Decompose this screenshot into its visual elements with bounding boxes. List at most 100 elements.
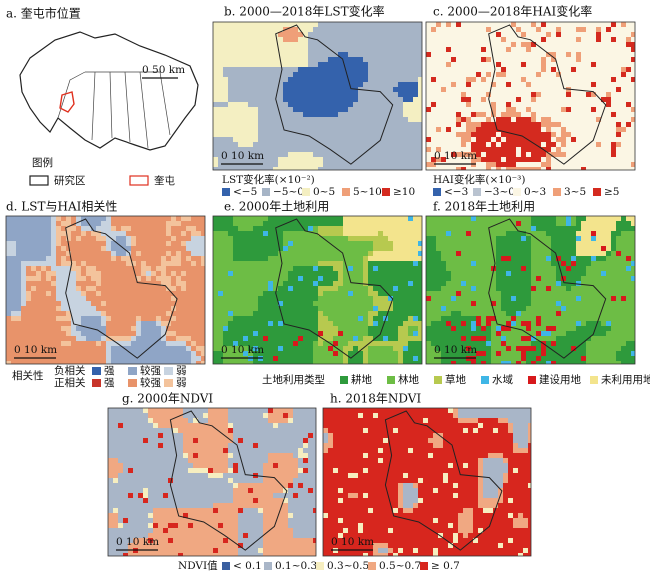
legend-label: <−3 — [444, 186, 468, 198]
scale-label: 0 50 km — [142, 64, 185, 76]
raster — [6, 216, 205, 364]
legend-swatch — [553, 188, 561, 196]
legend-row-label: 正相关 — [54, 376, 86, 389]
legend-title: HAI变化率(×10⁻³) — [433, 173, 526, 186]
legend-swatch — [473, 188, 481, 196]
raster — [6, 216, 205, 364]
legend-label: 耕地 — [351, 373, 372, 386]
panel-frame — [5, 215, 206, 365]
panel-title: a. 奎屯市位置 — [6, 6, 81, 21]
scale-label: 0 10 km — [331, 536, 374, 548]
raster — [323, 408, 531, 556]
raster — [426, 216, 635, 364]
legend-label: ≥ 0.7 — [431, 560, 460, 572]
legend-title: 图例 — [32, 156, 53, 169]
raster — [278, 27, 303, 42]
legend-swatch — [593, 188, 601, 196]
legend-swatch — [340, 376, 348, 384]
legend-swatch — [528, 376, 536, 384]
panel-title: c. 2000—2018年HAI变化率 — [433, 4, 592, 19]
study-area-outline — [275, 218, 394, 359]
legend-label: 建设用地 — [539, 373, 581, 386]
county-lines — [57, 71, 171, 149]
panel-title: e. 2000年土地利用 — [224, 200, 329, 214]
raster — [283, 52, 418, 117]
raster — [108, 408, 316, 556]
legend-label: −3~0 — [484, 186, 515, 198]
legend-label: 研究区 — [54, 174, 86, 187]
raster — [263, 331, 343, 361]
legend-label: 草地 — [445, 373, 466, 386]
study-area-outline — [169, 410, 288, 551]
legend-title: 相关性 — [12, 369, 44, 382]
panel-frame — [107, 407, 317, 557]
raster — [426, 22, 635, 170]
panel-frame — [425, 215, 636, 365]
legend-label: 较强 — [140, 364, 161, 377]
legend-swatch — [434, 376, 442, 384]
raster — [213, 22, 422, 170]
raster — [213, 216, 422, 364]
legend-label: 3~5 — [564, 186, 586, 198]
raster — [426, 216, 635, 364]
legend-swatch — [382, 188, 390, 196]
study-area-outline — [65, 218, 178, 359]
scale-label: 0 10 km — [116, 536, 159, 548]
legend-swatch — [164, 367, 173, 375]
legend-title: 土地利用类型 — [262, 373, 325, 386]
raster — [6, 216, 191, 364]
legend-swatch — [29, 175, 49, 186]
legend-swatch — [316, 562, 324, 570]
legend-swatch — [262, 188, 270, 196]
legend-label: 强 — [104, 377, 115, 389]
raster — [426, 22, 635, 170]
raster — [108, 408, 316, 556]
raster — [113, 408, 308, 553]
panel-frame — [212, 21, 423, 171]
scale-label: 0 10 km — [221, 344, 264, 356]
panel-frame — [322, 407, 532, 557]
legend-title: LST变化率(×10⁻²) — [222, 173, 315, 186]
raster — [426, 22, 635, 170]
panel-title: b. 2000—2018年LST变化率 — [224, 4, 385, 19]
legend-label: ≥5 — [604, 186, 619, 198]
panel-title: g. 2000年NDVI — [122, 392, 213, 406]
legend-label: < 0.1 — [233, 560, 262, 572]
legend-label: 0~5 — [313, 186, 335, 198]
legend-label: 弱 — [176, 365, 187, 377]
legend-label: 强 — [104, 365, 115, 377]
legend-row-label: 负相关 — [54, 364, 86, 377]
legend-swatch — [342, 188, 350, 196]
raster — [576, 216, 635, 256]
raster — [213, 216, 418, 364]
legend-swatch — [420, 562, 428, 570]
study-area-outline — [488, 24, 607, 165]
legend-label: 林地 — [398, 373, 419, 386]
raster — [318, 226, 422, 364]
legend-swatch — [129, 175, 149, 186]
legend-swatch — [128, 367, 137, 375]
legend-label: ≥10 — [393, 186, 415, 198]
legend-swatch — [513, 188, 521, 196]
legend-label: −5~0 — [273, 186, 304, 198]
scale-label: 0 10 km — [434, 344, 477, 356]
legend-swatch — [222, 562, 230, 570]
kuitun — [59, 91, 75, 113]
legend-swatch — [302, 188, 310, 196]
legend-label: 0.3~0.5 — [327, 560, 369, 572]
legend-title: NDVI值 — [178, 559, 218, 572]
legend-swatch — [264, 562, 272, 570]
legend-label: 5~10 — [353, 186, 382, 198]
panel-frame — [212, 215, 423, 365]
study-area-outline — [488, 218, 607, 359]
legend-swatch — [387, 376, 395, 384]
scale-label: 0 10 km — [221, 150, 264, 162]
raster — [323, 408, 531, 553]
legend-label: <−5 — [233, 186, 257, 198]
legend-swatch — [128, 379, 137, 387]
legend-swatch — [368, 562, 376, 570]
raster — [343, 216, 422, 261]
legend-label: 弱 — [176, 377, 187, 389]
study-area-outline — [384, 410, 503, 551]
